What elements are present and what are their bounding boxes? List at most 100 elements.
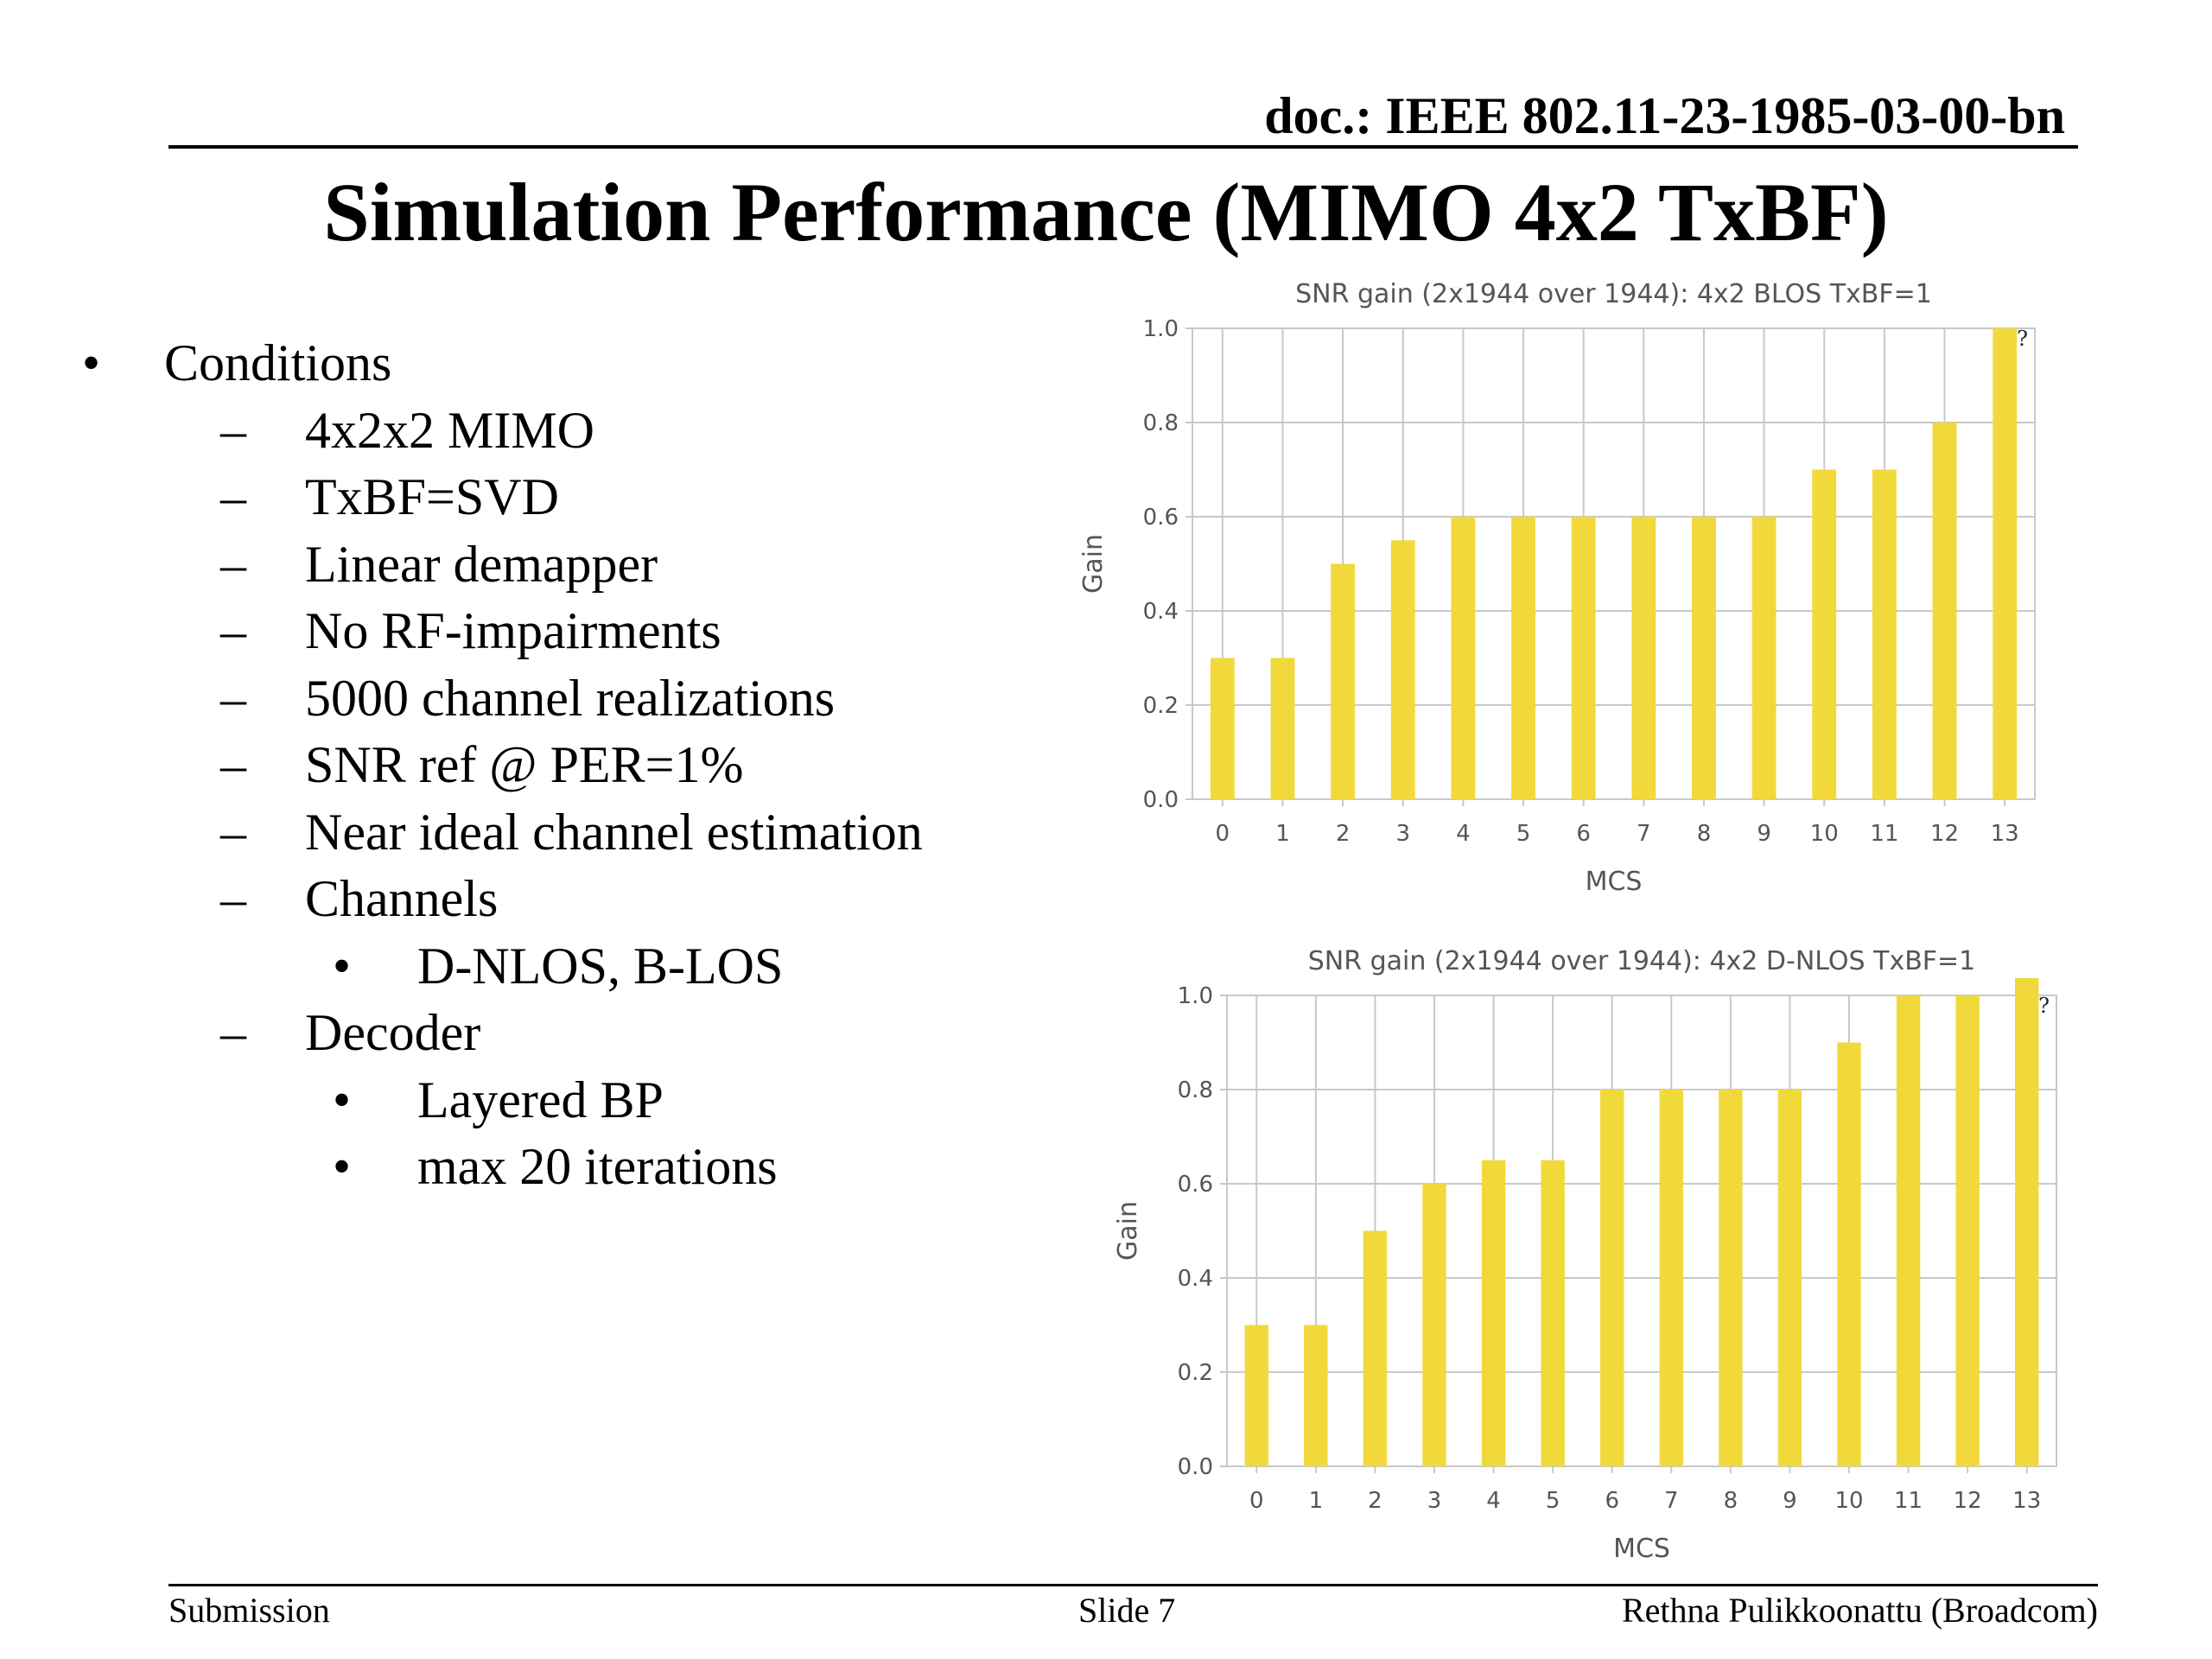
bar-mcs-9[interactable] <box>1777 1090 1802 1466</box>
bar-mcs-9[interactable] <box>1751 517 1777 799</box>
bar-mcs-1[interactable] <box>1304 1325 1328 1467</box>
slide-title: Simulation Performance (MIMO 4x2 TxBF) <box>323 166 1889 258</box>
footer-slide-number: Slide 7 <box>1078 1591 1176 1630</box>
bar-mcs-1[interactable] <box>1270 658 1295 800</box>
x-tick-label: 12 <box>1954 1488 1982 1514</box>
y-tick-label: 1.0 <box>1143 316 1179 342</box>
bar-mcs-11[interactable] <box>1872 469 1897 800</box>
condition-txbf: TxBF=SVD <box>305 468 559 525</box>
bar-mcs-12[interactable] <box>1955 995 1980 1466</box>
bar-mcs-7[interactable] <box>1659 1090 1683 1466</box>
bar-mcs-13[interactable] <box>1993 328 2018 799</box>
y-axis-label: Gain <box>1078 534 1109 594</box>
y-tick-label: 0.0 <box>1178 1454 1213 1480</box>
bar-mcs-3[interactable] <box>1422 1184 1446 1466</box>
x-tick-label: 1 <box>1275 821 1290 847</box>
bar-mcs-11[interactable] <box>1896 995 1921 1466</box>
x-tick-label: 10 <box>1810 821 1839 847</box>
bar-mcs-0[interactable] <box>1210 658 1235 800</box>
bar-mcs-8[interactable] <box>1719 1090 1743 1466</box>
y-tick-label: 0.2 <box>1143 693 1179 719</box>
x-tick-label: 13 <box>1991 821 2019 847</box>
condition-iterations: max 20 iterations <box>417 1138 778 1195</box>
x-tick-label: 8 <box>1697 821 1712 847</box>
x-tick-label: 11 <box>1870 821 1898 847</box>
condition-rf: No RF-impairments <box>305 602 721 659</box>
condition-mimo: 4x2x2 MIMO <box>305 401 595 459</box>
x-tick-label: 1 <box>1309 1488 1324 1514</box>
y-tick-label: 0.4 <box>1143 599 1179 625</box>
condition-channels: Channels <box>305 870 499 927</box>
chart-title: SNR gain (2x1944 over 1944): 4x2 D-NLOS … <box>1308 946 1976 976</box>
y-tick-label: 0.4 <box>1178 1266 1213 1292</box>
bullet: • <box>82 334 101 391</box>
bar-mcs-2[interactable] <box>1331 563 1356 800</box>
x-tick-label: 7 <box>1664 1488 1679 1514</box>
footer-submission: Submission <box>168 1591 330 1630</box>
x-tick-label: 10 <box>1834 1488 1863 1514</box>
x-tick-label: 5 <box>1516 821 1531 847</box>
bar-mcs-3[interactable] <box>1390 540 1415 799</box>
chart-blos: SNR gain (2x1944 over 1944): 4x2 BLOS Tx… <box>1076 259 2052 907</box>
condition-decoder-type: Layered BP <box>417 1071 664 1128</box>
dash: – <box>220 736 246 793</box>
x-tick-label: 0 <box>1216 821 1230 847</box>
x-tick-label: 6 <box>1576 821 1591 847</box>
x-tick-label: 9 <box>1757 821 1771 847</box>
x-tick-label: 12 <box>1930 821 1959 847</box>
y-tick-label: 0.8 <box>1143 410 1179 436</box>
chart-help-mark[interactable]: ? <box>2038 994 2050 1018</box>
bar-mcs-5[interactable] <box>1541 1160 1565 1466</box>
bar-mcs-10[interactable] <box>1837 1042 1861 1467</box>
chart-svg: SNR gain (2x1944 over 1944): 4x2 BLOS Tx… <box>1078 279 2036 897</box>
y-tick-label: 0.8 <box>1178 1077 1213 1103</box>
conditions-heading: Conditions <box>164 334 392 391</box>
condition-demapper: Linear demapper <box>305 535 658 593</box>
chart-help-mark[interactable]: ? <box>2017 327 2028 351</box>
header-rule <box>168 145 2078 149</box>
bullet: • <box>333 1138 352 1195</box>
y-tick-label: 1.0 <box>1178 983 1213 1009</box>
x-tick-label: 11 <box>1894 1488 1923 1514</box>
dash: – <box>220 535 246 593</box>
x-tick-label: 2 <box>1336 821 1351 847</box>
bullet: • <box>333 1071 352 1128</box>
x-tick-label: 2 <box>1368 1488 1382 1514</box>
x-tick-label: 3 <box>1427 1488 1442 1514</box>
x-tick-label: 5 <box>1546 1488 1560 1514</box>
bar-mcs-8[interactable] <box>1692 517 1716 799</box>
bar-mcs-12[interactable] <box>1932 423 1957 799</box>
y-axis-label: Gain <box>1113 1201 1143 1261</box>
bar-mcs-0[interactable] <box>1244 1325 1268 1467</box>
bar-mcs-2[interactable] <box>1363 1230 1388 1467</box>
x-tick-label: 6 <box>1605 1488 1619 1514</box>
bar-mcs-5[interactable] <box>1511 517 1535 799</box>
bar-mcs-10[interactable] <box>1812 469 1837 800</box>
dash: – <box>220 669 246 727</box>
x-tick-label: 13 <box>2012 1488 2041 1514</box>
dash: – <box>220 870 246 927</box>
dash: – <box>220 468 246 525</box>
condition-decoder: Decoder <box>305 1004 481 1061</box>
chart-svg: SNR gain (2x1944 over 1944): 4x2 D-NLOS … <box>1113 946 2057 1564</box>
condition-realizations: 5000 channel realizations <box>305 669 836 727</box>
bullet: • <box>333 937 352 995</box>
condition-snr-ref: SNR ref @ PER=1% <box>305 736 744 793</box>
dash: – <box>220 803 246 861</box>
x-tick-label: 9 <box>1783 1488 1797 1514</box>
x-tick-label: 4 <box>1456 821 1471 847</box>
dash: – <box>220 602 246 659</box>
x-axis-label: MCS <box>1586 867 1643 897</box>
y-tick-label: 0.2 <box>1178 1360 1213 1386</box>
x-tick-label: 7 <box>1637 821 1651 847</box>
x-tick-label: 8 <box>1724 1488 1738 1514</box>
bar-mcs-4[interactable] <box>1481 1160 1506 1466</box>
bar-mcs-6[interactable] <box>1571 517 1596 799</box>
x-axis-label: MCS <box>1613 1534 1670 1564</box>
chart-dnlos: SNR gain (2x1944 over 1944): 4x2 D-NLOS … <box>1110 935 2087 1583</box>
y-tick-label: 0.0 <box>1143 787 1179 813</box>
bar-mcs-4[interactable] <box>1451 517 1476 799</box>
bar-mcs-6[interactable] <box>1600 1090 1624 1466</box>
bar-mcs-7[interactable] <box>1631 517 1656 799</box>
bar-mcs-13[interactable] <box>2015 978 2039 1466</box>
